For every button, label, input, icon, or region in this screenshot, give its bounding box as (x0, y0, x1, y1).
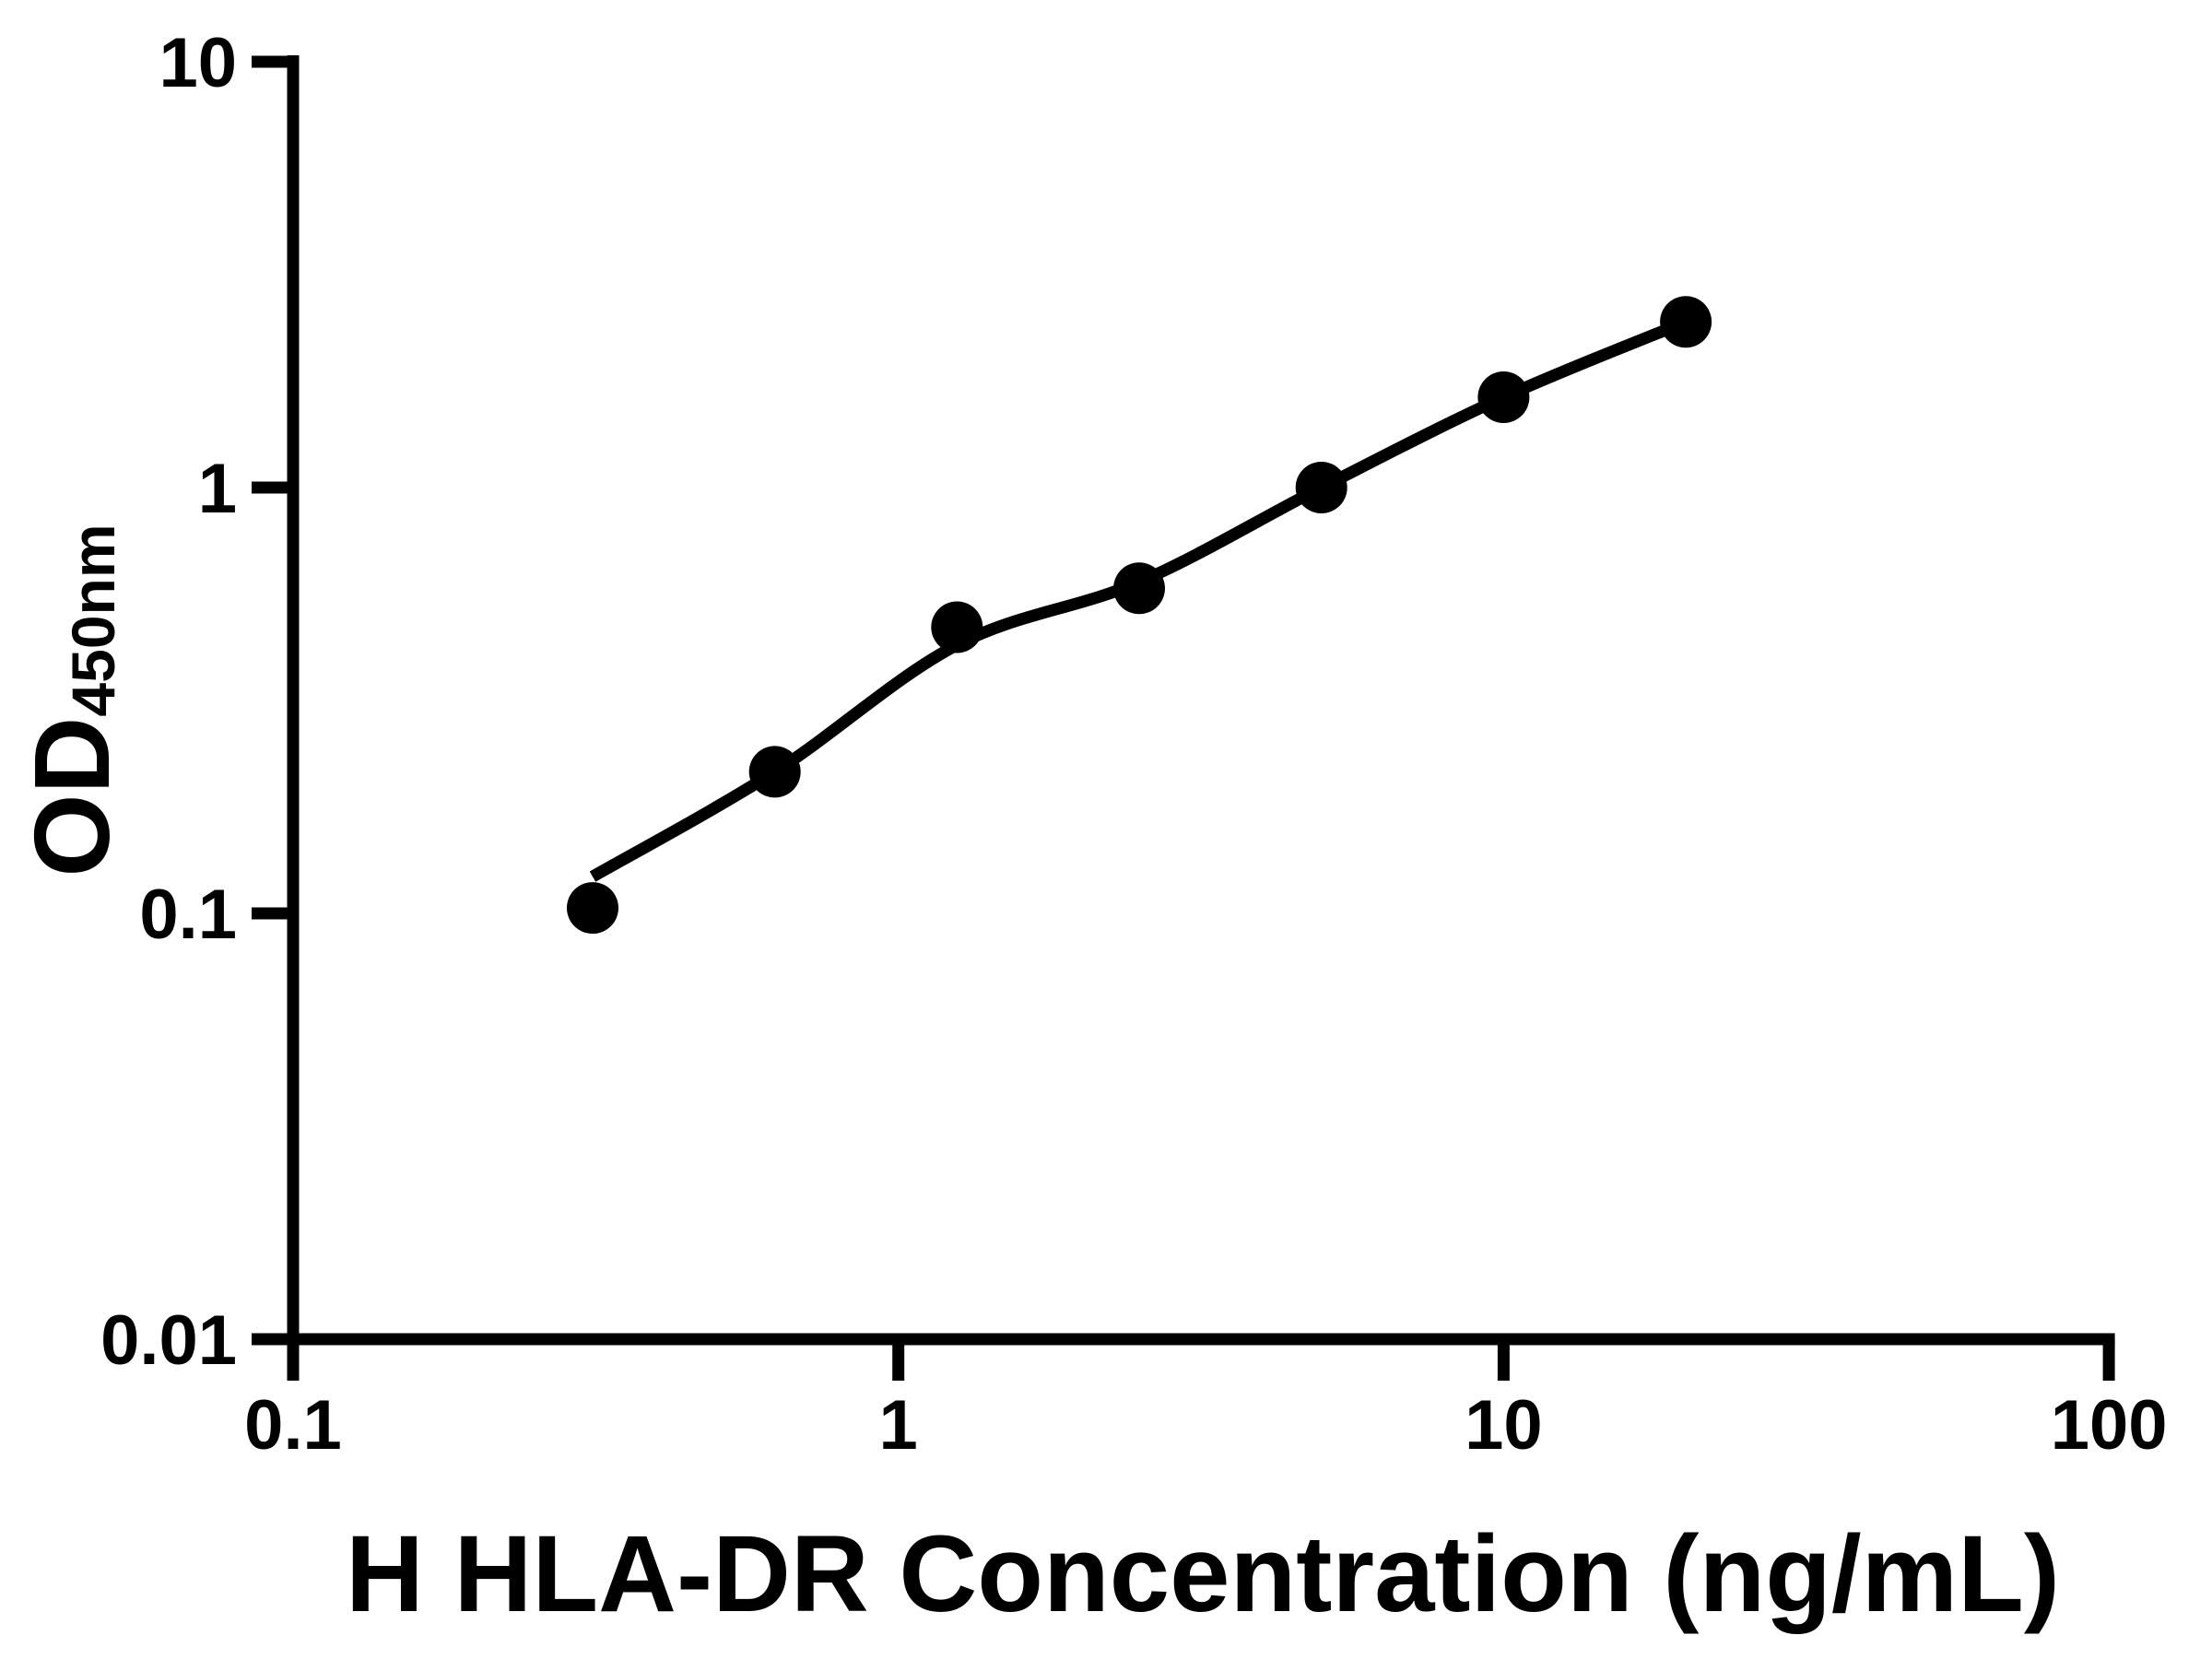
x-tick-label: 10 (1465, 1386, 1543, 1465)
y-axis-title: OD450nm (12, 524, 132, 877)
y-tick-label: 0.1 (139, 876, 237, 954)
data-point (931, 601, 983, 653)
x-tick-label: 0.1 (244, 1386, 342, 1465)
x-tick-label: 1 (879, 1386, 918, 1465)
data-point (748, 746, 801, 798)
axis-ticks (252, 55, 2115, 1381)
y-tick-label: 0.01 (100, 1301, 237, 1380)
x-axis-title: H HLA-DR Concentration (ng/mL) (346, 1513, 2060, 1635)
axes (287, 55, 2115, 1346)
y-tick-label: 10 (159, 24, 237, 102)
data-point (1113, 562, 1165, 615)
data-point (567, 882, 618, 935)
data-point (1295, 462, 1347, 513)
x-tick-label: 100 (2051, 1386, 2168, 1465)
y-tick-label: 1 (198, 450, 237, 528)
y-axis-title-sub: 450nm (59, 524, 127, 716)
y-axis-title-main: OD (12, 717, 132, 877)
data-point (1660, 296, 1712, 348)
data-points-layer (567, 296, 1712, 935)
data-point (1477, 371, 1530, 423)
